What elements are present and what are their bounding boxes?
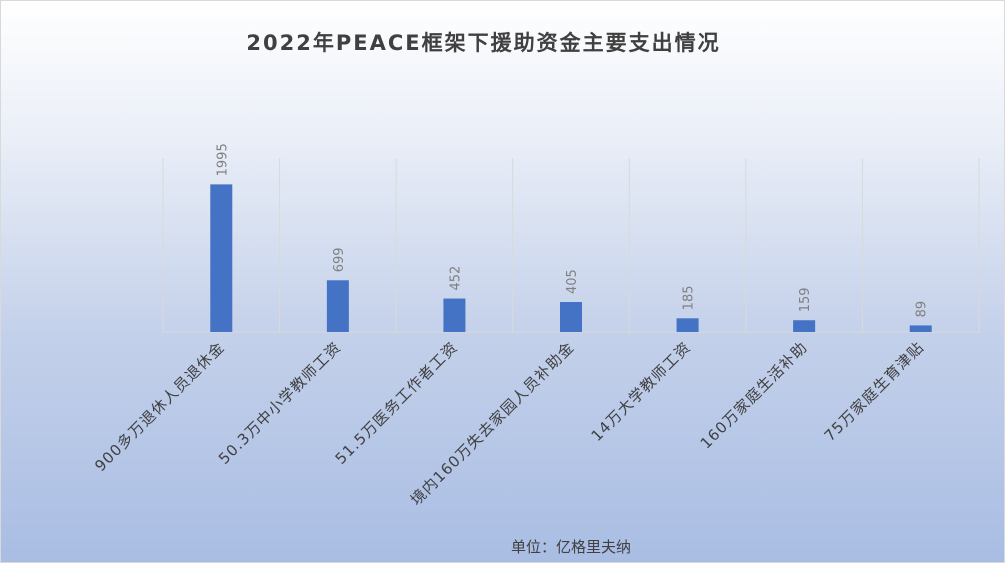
x-axis-title: 单位：亿格里夫纳 (510, 538, 631, 556)
data-label: 452 (448, 266, 463, 291)
bar (793, 320, 816, 332)
category-label: 50.3万中小学教师工资 (215, 338, 345, 468)
bar (909, 325, 932, 332)
chart-title: 2022年PEACE框架下援助资金主要支出情况 (246, 31, 721, 55)
bar (676, 318, 699, 332)
bar (443, 298, 466, 332)
category-label: 51.5万医务工作者工资 (332, 338, 462, 468)
category-label: 160万家庭生活补助 (697, 338, 811, 452)
bar (560, 302, 582, 332)
data-label: 185 (682, 285, 697, 310)
category-label: 900多万退休人员退休金 (91, 338, 228, 475)
data-label: 1995 (215, 143, 230, 176)
category-label: 75万家庭生育津贴 (821, 338, 928, 445)
bar (210, 184, 233, 332)
category-label: 14万大学教师工资 (588, 338, 695, 445)
bar (326, 280, 349, 332)
data-label: 89 (915, 301, 930, 318)
data-label: 405 (565, 269, 580, 294)
data-label: 159 (798, 287, 813, 312)
data-label: 699 (332, 247, 347, 272)
